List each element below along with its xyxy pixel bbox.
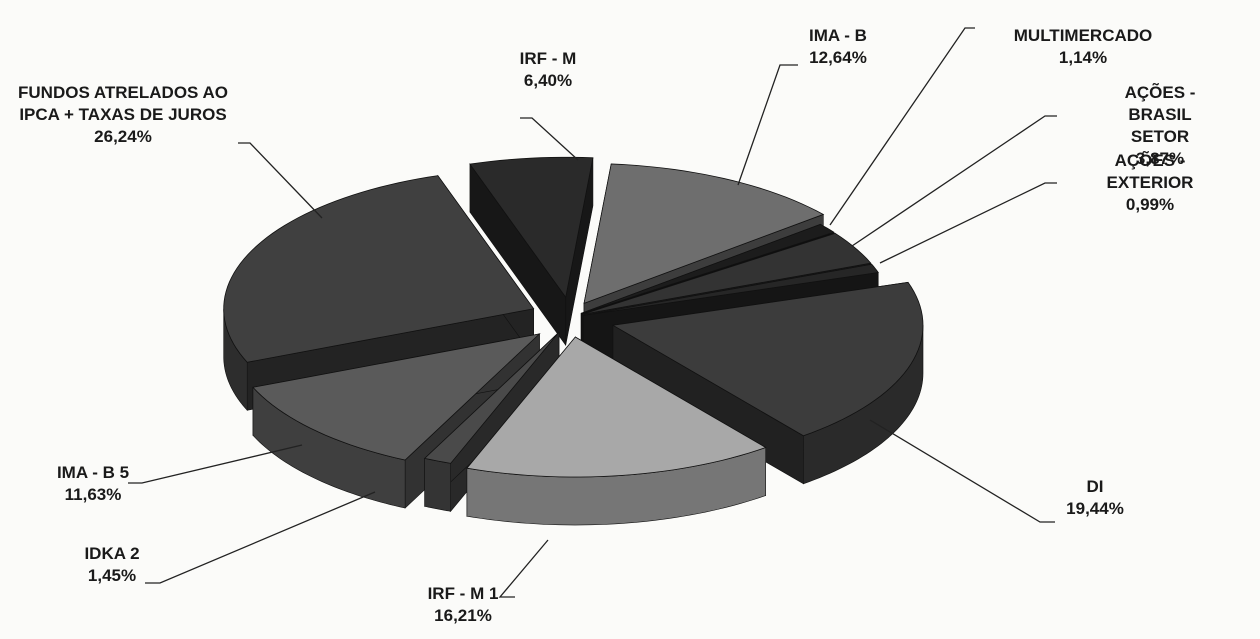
slice-label: IDKA 2 1,45% <box>84 543 139 587</box>
category-label: IDKA 2 <box>84 544 140 563</box>
slice <box>466 336 767 526</box>
slice-label: IRF - M 1 16,21% <box>428 583 499 627</box>
slice-top <box>252 333 541 461</box>
value-label: 16,21% <box>434 606 492 625</box>
category-label: IRF - M <box>519 49 577 68</box>
slice <box>469 156 594 347</box>
leader-line <box>498 539 549 598</box>
category-label: AÇÕES - BRASIL SETOR <box>1124 83 1196 146</box>
slice-label: IMA - B 12,64% <box>809 25 867 69</box>
leader-line <box>879 182 1057 264</box>
slice-label: AÇÕES - BRASIL SETOR 3,87% <box>1110 82 1210 170</box>
slice-top <box>466 336 767 478</box>
slice-top <box>580 223 835 314</box>
slice <box>611 281 924 485</box>
slice-top <box>583 263 879 316</box>
leader-line <box>238 142 323 219</box>
leader-line <box>829 27 975 226</box>
value-label: 11,63% <box>64 485 122 504</box>
value-label: 19,44% <box>1066 499 1124 518</box>
category-label: MULTIMERCADO <box>1013 26 1153 45</box>
slice-top <box>582 232 872 315</box>
leader-line <box>869 419 1055 523</box>
category-label: DI <box>1086 477 1104 496</box>
slice-label: FUNDOS ATRELADOS AO IPCA + TAXAS DE JURO… <box>0 82 248 148</box>
slice-top <box>423 331 560 464</box>
category-label: IRF - M 1 <box>427 584 499 603</box>
category-label: IMA - B <box>809 26 867 45</box>
slice-top <box>583 163 825 305</box>
leader-line <box>737 64 798 186</box>
slice-top <box>611 281 924 437</box>
value-label: 1,45% <box>87 566 137 585</box>
leader-line <box>145 491 376 584</box>
value-label: 26,24% <box>94 127 152 146</box>
value-label: 0,99% <box>1125 195 1175 214</box>
slice-top <box>223 175 535 363</box>
leader-line <box>851 115 1057 247</box>
slice-label: DI 19,44% <box>1066 476 1124 520</box>
value-label: 12,64% <box>809 48 867 67</box>
value-label: 3,87% <box>1135 149 1185 168</box>
category-label: IMA - B 5 <box>56 463 130 482</box>
leader-line <box>128 444 303 484</box>
slice-wall <box>424 457 451 512</box>
slice-label: AÇÕES - EXTERIOR 0,99% <box>1095 150 1205 216</box>
category-label: AÇÕES - EXTERIOR <box>1106 151 1194 192</box>
slice-top <box>469 156 594 299</box>
slice-label: IMA - B 5 11,63% <box>57 462 129 506</box>
category-label: FUNDOS ATRELADOS AO IPCA + TAXAS DE JURO… <box>18 83 228 124</box>
slice-label: IRF - M 6,40% <box>520 48 577 92</box>
slice-label: MULTIMERCADO 1,14% <box>1014 25 1153 69</box>
value-label: 1,14% <box>1058 48 1108 67</box>
value-label: 6,40% <box>523 71 573 90</box>
leader-line <box>520 117 579 161</box>
